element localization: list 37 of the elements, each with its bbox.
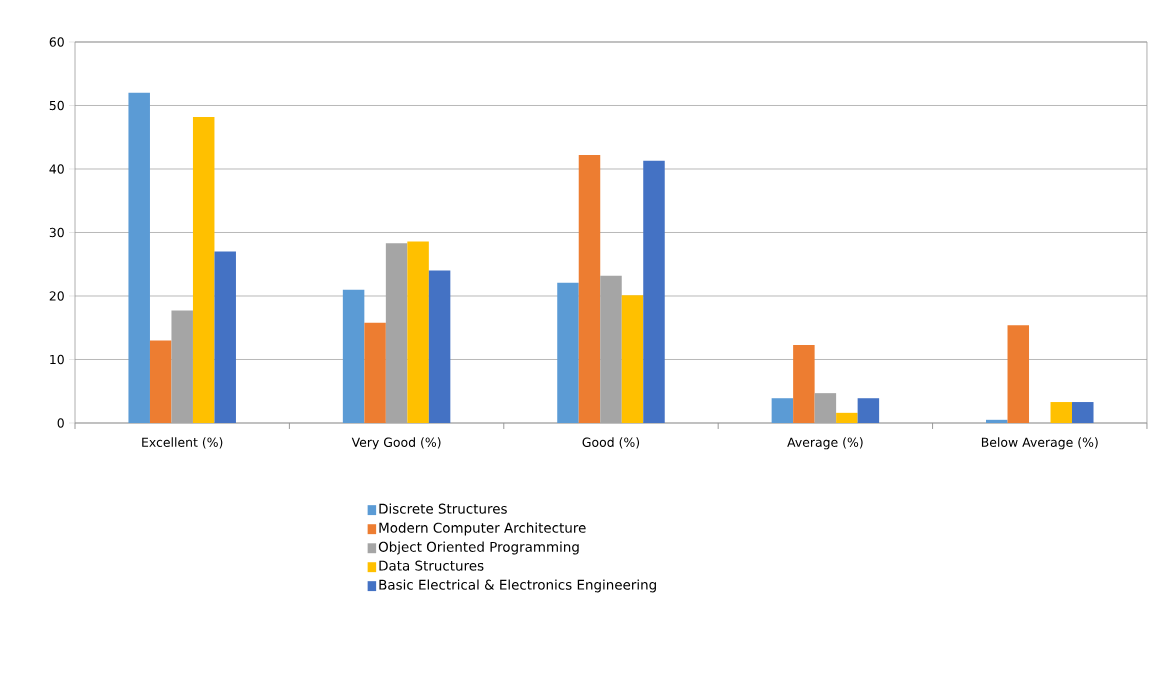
y-tick-label: 30	[49, 227, 64, 238]
bar	[364, 322, 386, 423]
y-tick-label: 0	[57, 418, 64, 428]
bar	[1007, 325, 1030, 423]
legend-label: Data Structures	[379, 560, 484, 571]
bar	[407, 241, 429, 423]
legend-label: Modern Computer Architecture	[379, 522, 586, 536]
x-tick-label: Below Average (%)	[981, 437, 1098, 450]
bar	[986, 419, 1008, 423]
y-tick-label: 40	[49, 164, 64, 174]
y-tick-label: 60	[49, 37, 64, 47]
bar	[128, 92, 150, 423]
bar	[214, 251, 236, 423]
y-tick-label: 50	[49, 100, 64, 111]
bar	[192, 116, 215, 423]
bar	[1072, 402, 1094, 423]
legend-label: Object Oriented Programming	[378, 541, 579, 555]
bar	[578, 155, 601, 423]
bar	[1050, 402, 1073, 423]
x-tick-label: Very Good (%)	[351, 437, 441, 450]
bar	[428, 270, 451, 423]
legend-label: Basic Electrical & Electronics Engineering	[379, 579, 656, 593]
bar	[557, 282, 579, 423]
x-tick-label: Good (%)	[582, 437, 640, 449]
bar	[643, 160, 665, 423]
y-tick-label: 10	[50, 354, 64, 365]
legend-label: Discrete Structures	[379, 503, 507, 514]
bar	[793, 344, 815, 423]
bar	[836, 412, 858, 423]
bar	[771, 398, 794, 423]
x-tick-label: Average (%)	[787, 437, 863, 450]
bar	[342, 289, 365, 423]
bar	[621, 295, 644, 423]
bar	[149, 340, 172, 423]
bar	[857, 398, 880, 423]
x-tick-label: Excellent (%)	[142, 437, 223, 449]
y-tick-label: 20	[49, 291, 64, 301]
